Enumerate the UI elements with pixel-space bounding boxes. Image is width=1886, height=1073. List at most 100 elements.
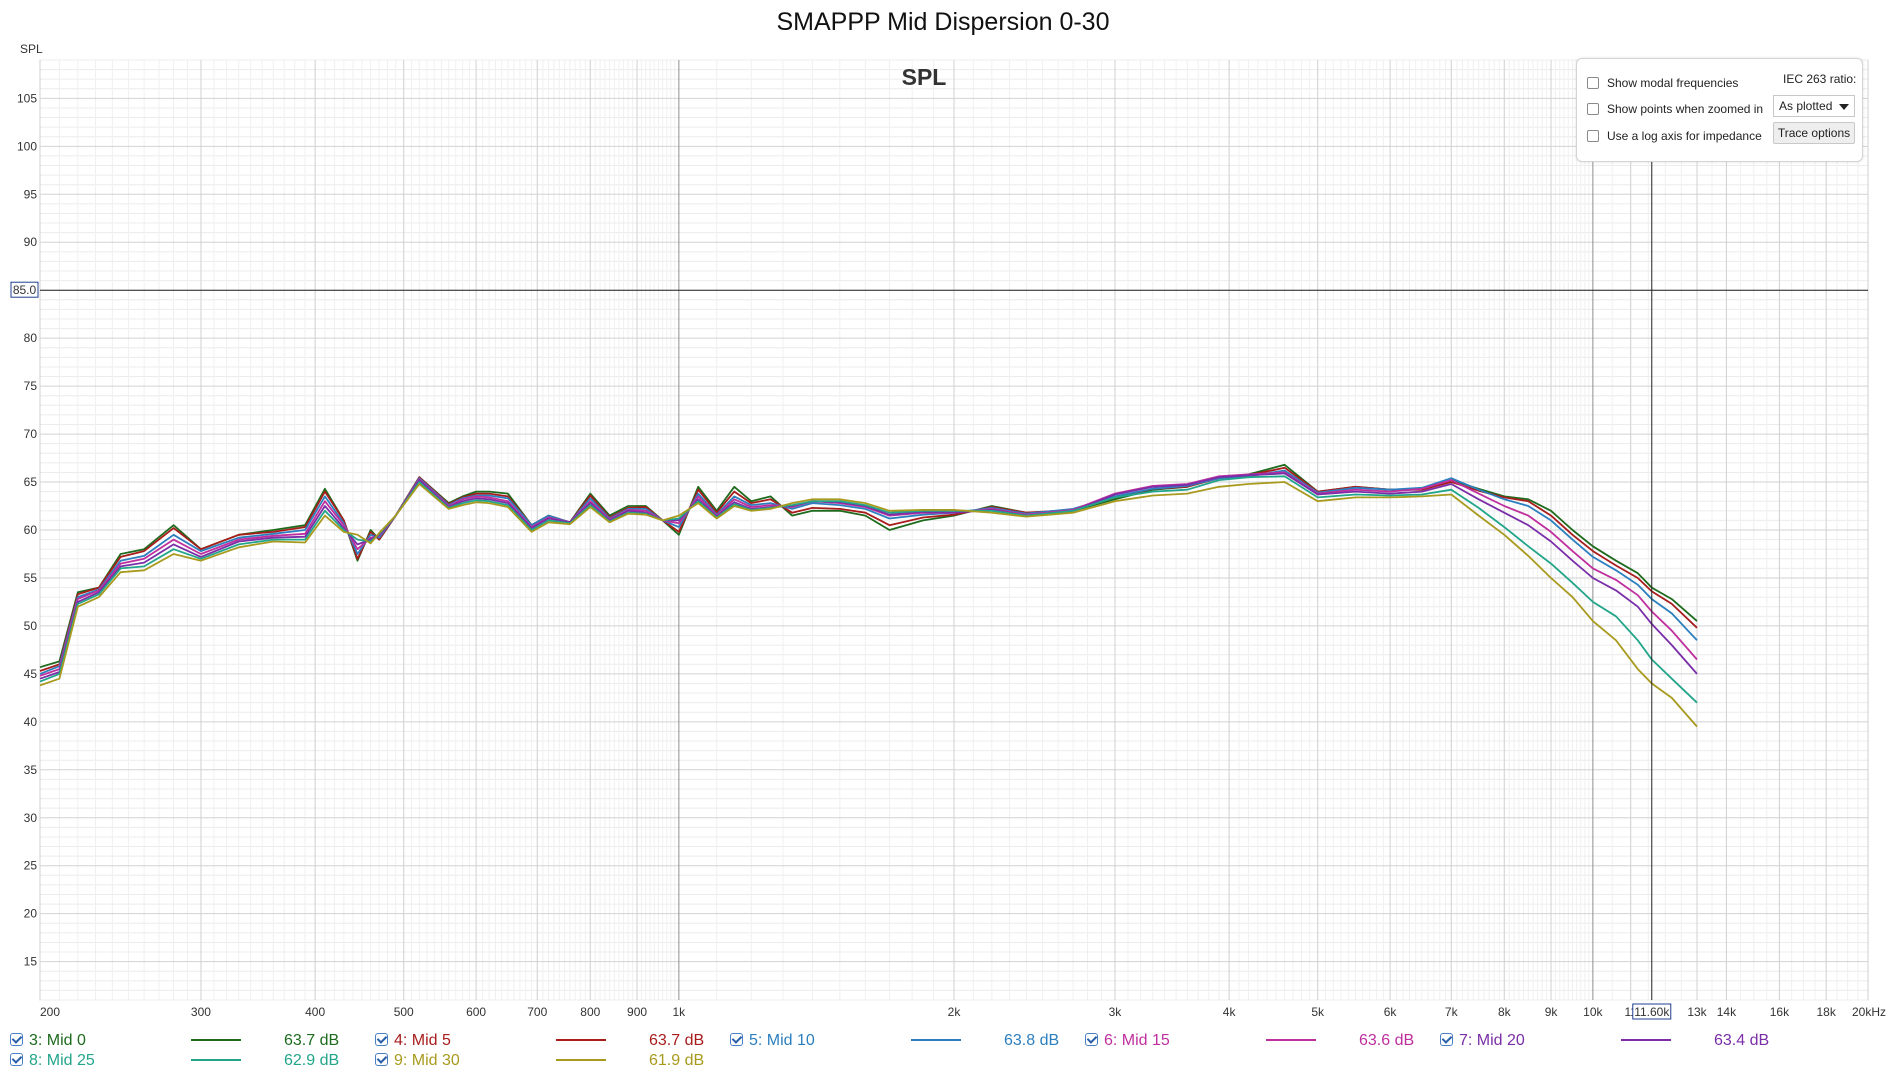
iec-ratio-label: IEC 263 ratio:	[1783, 72, 1857, 86]
legend-item[interactable]: 3: Mid 0 63.7 dB	[10, 1031, 350, 1049]
iec-ratio-select[interactable]: As plotted	[1773, 95, 1855, 117]
y-tick-label: 55	[24, 571, 38, 585]
y-tick-label: 20	[24, 907, 38, 921]
chevron-down-icon	[1839, 104, 1849, 110]
y-tick-label: 90	[24, 235, 38, 249]
legend-checkbox[interactable]	[10, 1053, 23, 1066]
legend-line-swatch	[1266, 1039, 1316, 1041]
y-axis-label: SPL	[20, 42, 43, 56]
series-line-4	[39, 471, 1698, 677]
y-tick-label: 35	[24, 763, 38, 777]
x-tick-label: 16k	[1770, 1005, 1790, 1019]
option-modal-frequencies[interactable]: Show modal frequencies	[1587, 76, 1738, 90]
y-tick-label: 40	[24, 715, 38, 729]
x-tick-label: 18k	[1816, 1005, 1836, 1019]
x-tick-label: 900	[627, 1005, 647, 1019]
x-tick-label: 1k	[673, 1005, 687, 1019]
legend-line-swatch	[191, 1039, 241, 1041]
x-tick-label: 4k	[1223, 1005, 1237, 1019]
trace-options-button[interactable]: Trace options	[1773, 122, 1855, 144]
x-tick-label: 7k	[1445, 1005, 1459, 1019]
x-tick-label: 8k	[1498, 1005, 1512, 1019]
y-tick-label: 95	[24, 187, 38, 201]
legend-series-value: 63.8 dB	[1004, 1032, 1060, 1049]
legend-item[interactable]: 4: Mid 5 63.7 dB	[375, 1031, 715, 1049]
legend-checkbox[interactable]	[730, 1033, 743, 1046]
legend-series-name: 4: Mid 5	[394, 1032, 451, 1049]
legend-checkbox[interactable]	[1440, 1033, 1453, 1046]
legend-checkbox[interactable]	[1085, 1033, 1098, 1046]
legend-line-swatch	[911, 1039, 961, 1041]
y-tick-label: 60	[24, 523, 38, 537]
legend-series-name: 7: Mid 20	[1459, 1032, 1525, 1049]
series-line-7	[39, 481, 1698, 728]
option-show-points[interactable]: Show points when zoomed in	[1587, 102, 1763, 116]
x-tick-label: 300	[191, 1005, 211, 1019]
x-tick-label: 10k	[1583, 1005, 1603, 1019]
y-tick-label: 65	[24, 475, 38, 489]
y-tick-label: 45	[24, 667, 38, 681]
legend-item[interactable]: 9: Mid 30 61.9 dB	[375, 1051, 715, 1069]
x-tick-label: 400	[305, 1005, 325, 1019]
legend-line-swatch	[1621, 1039, 1671, 1041]
legend-series-name: 3: Mid 0	[29, 1032, 86, 1049]
series-line-2	[39, 466, 1698, 672]
chart-title: SPL	[902, 64, 947, 90]
y-tick-label: 80	[24, 331, 38, 345]
legend-checkbox[interactable]	[375, 1053, 388, 1066]
x-tick-label: 800	[580, 1005, 600, 1019]
checkbox-show-points[interactable]	[1587, 103, 1599, 115]
y-tick-label: 100	[17, 139, 37, 153]
legend-series-name: 5: Mid 10	[749, 1032, 815, 1049]
x-tick-label: 13k	[1687, 1005, 1707, 1019]
x-tick-label: 2k	[948, 1005, 962, 1019]
legend-line-swatch	[556, 1059, 606, 1061]
option-log-impedance[interactable]: Use a log axis for impedance	[1587, 129, 1762, 143]
checkbox-modal-frequencies[interactable]	[1587, 77, 1599, 89]
window-title: SMAPPP Mid Dispersion 0-30	[776, 8, 1110, 36]
y-tick-label: 15	[24, 955, 38, 969]
x-tick-label: 700	[527, 1005, 547, 1019]
legend-item[interactable]: 6: Mid 15 63.6 dB	[1085, 1031, 1425, 1049]
legend-series-value: 63.6 dB	[1359, 1032, 1415, 1049]
legend-series-name: 8: Mid 25	[29, 1052, 95, 1069]
x-tick-label: 14k	[1717, 1005, 1737, 1019]
x-tick-label: 600	[466, 1005, 486, 1019]
y-tick-label: 70	[24, 427, 38, 441]
x-tick-label: 500	[394, 1005, 414, 1019]
legend-item[interactable]: 7: Mid 20 63.4 dB	[1440, 1031, 1780, 1049]
cursor-y-readout: 85.0	[13, 283, 37, 297]
cursor-x-readout-box	[1632, 1003, 1672, 1020]
legend-series-value: 63.7 dB	[284, 1032, 340, 1049]
legend-item[interactable]: 8: Mid 25 62.9 dB	[10, 1051, 350, 1069]
legend-series-value: 62.9 dB	[284, 1052, 340, 1069]
legend-series-value: 63.4 dB	[1714, 1032, 1770, 1049]
option-log-impedance-label: Use a log axis for impedance	[1607, 129, 1762, 143]
cursor-y-readout-box	[10, 281, 39, 298]
legend-checkbox[interactable]	[10, 1033, 23, 1046]
legend-item[interactable]: 5: Mid 10 63.8 dB	[730, 1031, 1070, 1049]
series-line-5	[39, 472, 1698, 680]
checkbox-log-impedance[interactable]	[1587, 130, 1599, 142]
options-panel: Show modal frequencies Show points when …	[1576, 58, 1863, 162]
series-line-6	[39, 475, 1698, 704]
x-tick-label: 3k	[1109, 1005, 1123, 1019]
legend-series-name: 9: Mid 30	[394, 1052, 460, 1069]
legend-checkbox[interactable]	[375, 1033, 388, 1046]
x-tick-label: 200	[40, 1005, 60, 1019]
x-tick-label: 5k	[1311, 1005, 1325, 1019]
y-tick-label: 75	[24, 379, 38, 393]
x-tick-label: 20kHz	[1852, 1005, 1886, 1019]
y-tick-label: 30	[24, 811, 38, 825]
series-line-3	[39, 469, 1698, 675]
legend-line-swatch	[191, 1059, 241, 1061]
legend-line-swatch	[556, 1039, 606, 1041]
y-tick-label: 50	[24, 619, 38, 633]
option-modal-frequencies-label: Show modal frequencies	[1607, 76, 1739, 90]
y-tick-label: 25	[24, 859, 38, 873]
option-show-points-label: Show points when zoomed in	[1607, 102, 1764, 116]
cursor-x-readout: 11.60k	[1634, 1005, 1670, 1019]
legend-series-value: 61.9 dB	[649, 1052, 705, 1069]
